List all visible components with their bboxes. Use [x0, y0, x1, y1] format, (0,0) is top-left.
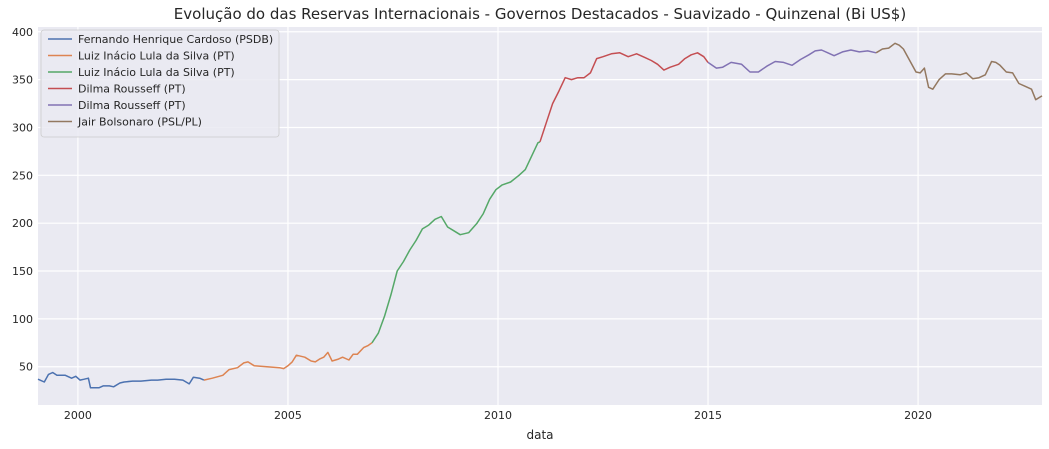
- y-tick-label: 150: [12, 265, 33, 278]
- series-line-4: [539, 52, 709, 143]
- chart-title: Evolução do das Reservas Internacionais …: [174, 5, 906, 23]
- y-tick-label: 100: [12, 313, 33, 326]
- tick-labels: 2000 2005 2010 2015 2020 50 100 150 200 250 300 350…: [12, 26, 932, 422]
- legend: Fernando Henrique Cardoso (PSDB) Luiz Iná…: [40, 29, 280, 138]
- x-axis-label: data: [526, 428, 553, 442]
- series-line-6: [875, 42, 1043, 101]
- series-line-3: [371, 141, 541, 344]
- series-line-5: [707, 49, 877, 73]
- y-tick-label: 350: [12, 74, 33, 87]
- y-tick-label: 200: [12, 217, 33, 230]
- x-tick-label: 2010: [484, 409, 512, 422]
- series-lines: [37, 42, 1043, 389]
- legend-entry: Jair Bolsonaro (PSL/PL): [77, 116, 202, 129]
- legend-entry: Dilma Rousseff (PT): [78, 99, 186, 112]
- x-tick-label: 2020: [904, 409, 932, 422]
- y-tick-label: 250: [12, 169, 33, 182]
- series-line-2: [203, 342, 373, 381]
- y-tick-label: 400: [12, 26, 33, 39]
- legend-entry: Luiz Inácio Lula da Silva (PT): [78, 50, 235, 63]
- legend-box: [40, 29, 280, 138]
- y-tick-label: 50: [19, 361, 33, 374]
- x-tick-label: 2000: [64, 409, 92, 422]
- legend-entry: Dilma Rousseff (PT): [78, 83, 186, 96]
- x-tick-label: 2015: [694, 409, 722, 422]
- legend-entry: Fernando Henrique Cardoso (PSDB): [78, 33, 273, 46]
- x-tick-label: 2005: [274, 409, 302, 422]
- y-tick-label: 300: [12, 121, 33, 134]
- legend-entry: Luiz Inácio Lula da Silva (PT): [78, 66, 235, 79]
- series-line-1: [37, 371, 205, 389]
